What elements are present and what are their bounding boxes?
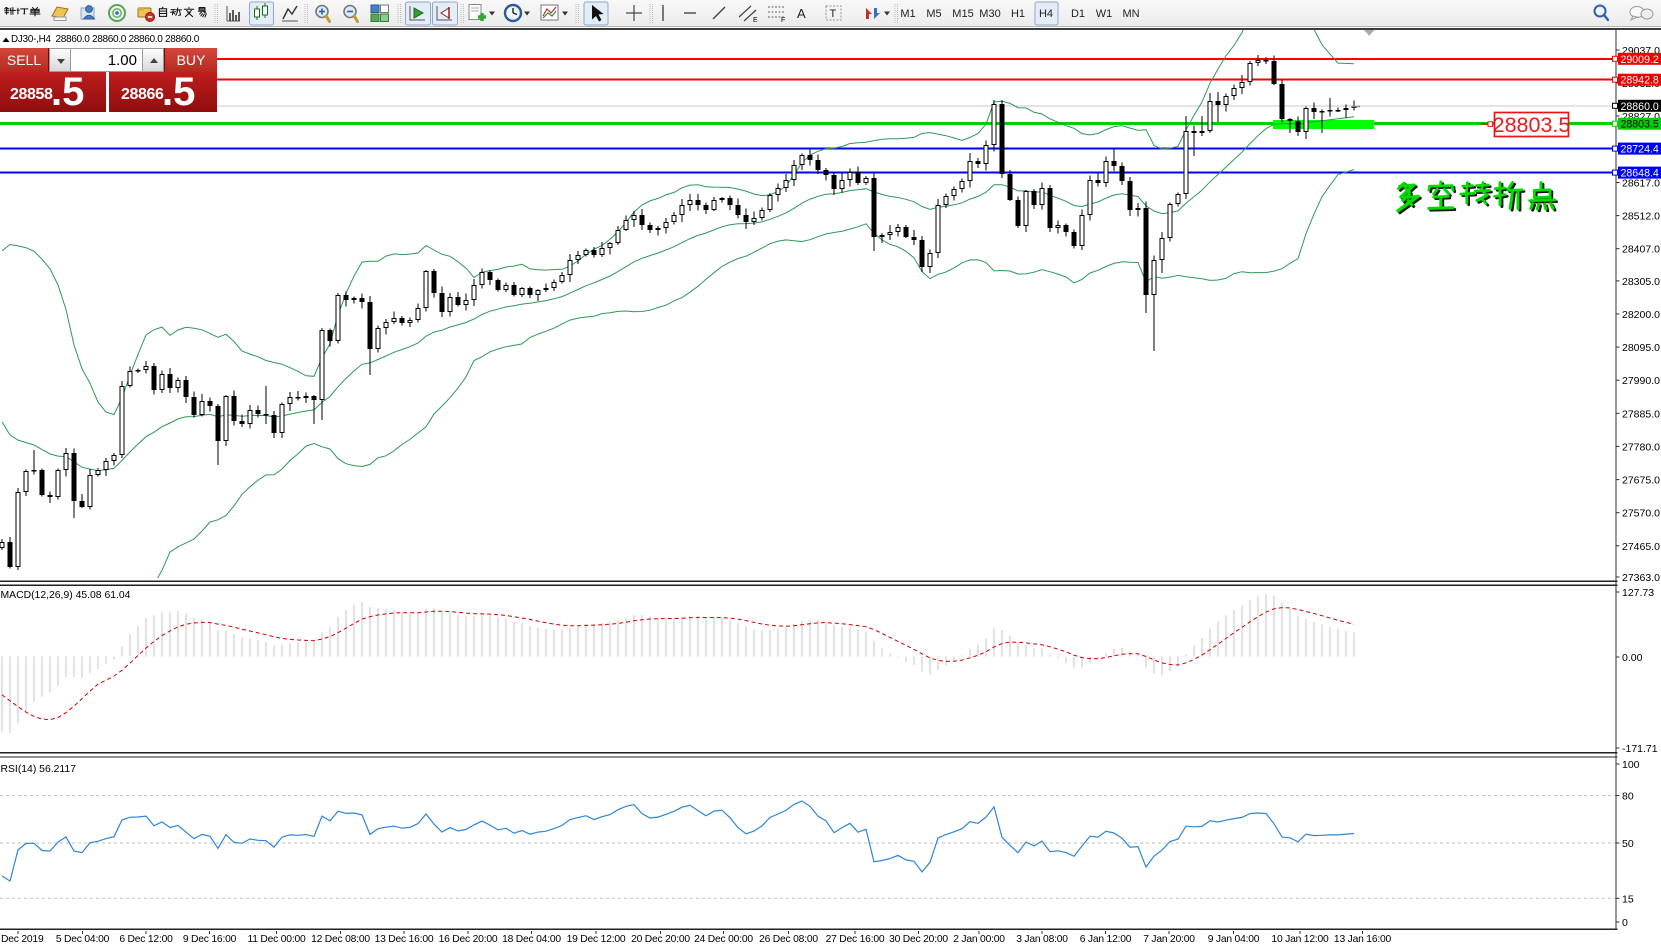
svg-text:26 Dec 08:00: 26 Dec 08:00 xyxy=(759,934,818,945)
svg-text:11 Dec 00:00: 11 Dec 00:00 xyxy=(247,934,306,945)
svg-text:A: A xyxy=(797,6,806,21)
svg-text:MN: MN xyxy=(1122,8,1139,20)
svg-text:30 Dec 20:00: 30 Dec 20:00 xyxy=(889,934,948,945)
svg-text:DJ30-,H4: DJ30-,H4 xyxy=(11,34,52,45)
svg-text:50: 50 xyxy=(1622,838,1634,850)
svg-text:M1: M1 xyxy=(900,8,915,20)
svg-text:29009.2: 29009.2 xyxy=(1621,54,1659,66)
svg-text:28942.8: 28942.8 xyxy=(1621,75,1659,87)
svg-text:9 Jan 04:00: 9 Jan 04:00 xyxy=(1208,934,1260,945)
svg-text:80: 80 xyxy=(1622,791,1634,803)
svg-text:E: E xyxy=(753,17,758,24)
svg-text:127.73: 127.73 xyxy=(1622,587,1654,599)
svg-text:27675.0: 27675.0 xyxy=(1622,475,1660,487)
svg-text:10 Jan 12:00: 10 Jan 12:00 xyxy=(1271,934,1329,945)
svg-text:27780.0: 27780.0 xyxy=(1622,441,1660,453)
svg-text:27 Dec 16:00: 27 Dec 16:00 xyxy=(826,934,885,945)
svg-text:H4: H4 xyxy=(1039,8,1053,20)
svg-text:M5: M5 xyxy=(926,8,941,20)
svg-text:28724.4: 28724.4 xyxy=(1621,144,1659,156)
svg-text:18 Dec 04:00: 18 Dec 04:00 xyxy=(502,934,561,945)
svg-text:MACD(12,26,9) 45.08 61.04: MACD(12,26,9) 45.08 61.04 xyxy=(1,590,131,601)
svg-text:27570.0: 27570.0 xyxy=(1622,508,1660,520)
svg-text:27885.0: 27885.0 xyxy=(1622,408,1660,420)
svg-text:16 Dec 20:00: 16 Dec 20:00 xyxy=(439,934,498,945)
svg-text:7 Jan 20:00: 7 Jan 20:00 xyxy=(1143,934,1195,945)
svg-text:28617.0: 28617.0 xyxy=(1622,178,1660,190)
svg-text:13 Jan 16:00: 13 Jan 16:00 xyxy=(1334,934,1392,945)
svg-text:5 Dec 04:00: 5 Dec 04:00 xyxy=(56,934,110,945)
svg-text:28095.0: 28095.0 xyxy=(1622,342,1660,354)
svg-text:27990.0: 27990.0 xyxy=(1622,375,1660,387)
svg-text:27363.0: 27363.0 xyxy=(1622,572,1660,584)
svg-text:19 Dec 12:00: 19 Dec 12:00 xyxy=(567,934,626,945)
svg-text:12 Dec 08:00: 12 Dec 08:00 xyxy=(311,934,370,945)
svg-text:27465.0: 27465.0 xyxy=(1622,541,1660,553)
svg-text:0.00: 0.00 xyxy=(1622,652,1643,664)
svg-text:2 Jan 00:00: 2 Jan 00:00 xyxy=(953,934,1005,945)
svg-text:24 Dec 00:00: 24 Dec 00:00 xyxy=(694,934,753,945)
svg-text:M30: M30 xyxy=(979,8,1000,20)
svg-text:28803.5: 28803.5 xyxy=(1493,113,1571,137)
svg-text:20 Dec 20:00: 20 Dec 20:00 xyxy=(631,934,690,945)
svg-text:6 Jan 12:00: 6 Jan 12:00 xyxy=(1080,934,1132,945)
svg-text:28648.4: 28648.4 xyxy=(1621,168,1659,180)
svg-text:H1: H1 xyxy=(1011,8,1025,20)
svg-text:F: F xyxy=(781,17,785,24)
svg-text:9 Dec 16:00: 9 Dec 16:00 xyxy=(183,934,237,945)
svg-text:13 Dec 16:00: 13 Dec 16:00 xyxy=(375,934,434,945)
svg-text:28512.0: 28512.0 xyxy=(1622,211,1660,223)
svg-text:28305.0: 28305.0 xyxy=(1622,276,1660,288)
svg-text:D1: D1 xyxy=(1071,8,1085,20)
svg-text:T: T xyxy=(830,8,837,20)
svg-text:Dec 2019: Dec 2019 xyxy=(1,934,44,945)
svg-text:28200.0: 28200.0 xyxy=(1622,309,1660,321)
svg-text:6 Dec 12:00: 6 Dec 12:00 xyxy=(119,934,173,945)
svg-text:0: 0 xyxy=(1622,917,1628,929)
svg-text:3 Jan 08:00: 3 Jan 08:00 xyxy=(1016,934,1068,945)
svg-text:W1: W1 xyxy=(1096,8,1113,20)
svg-text:RSI(14) 56.2117: RSI(14) 56.2117 xyxy=(1,764,77,775)
svg-text:28803.5: 28803.5 xyxy=(1621,119,1659,131)
svg-text:28860.0 28860.0 28860.0 28860.: 28860.0 28860.0 28860.0 28860.0 xyxy=(56,34,200,45)
svg-text:15: 15 xyxy=(1622,893,1634,905)
svg-text:100: 100 xyxy=(1622,759,1640,771)
svg-text:28407.0: 28407.0 xyxy=(1622,244,1660,256)
svg-text:28860.0: 28860.0 xyxy=(1621,101,1659,113)
svg-text:M15: M15 xyxy=(952,8,973,20)
svg-text:-171.71: -171.71 xyxy=(1622,743,1658,755)
